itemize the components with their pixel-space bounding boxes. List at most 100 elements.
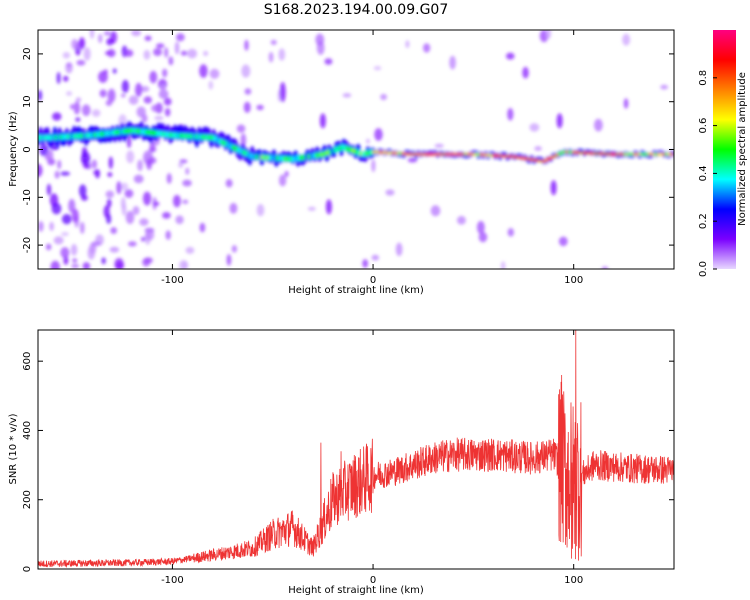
noise-blob bbox=[115, 261, 125, 269]
noise-blob bbox=[46, 183, 52, 196]
noise-blob bbox=[168, 57, 173, 62]
noise-blob bbox=[142, 191, 152, 206]
noise-blob bbox=[136, 106, 146, 118]
noise-blob bbox=[149, 70, 158, 84]
noise-blob bbox=[153, 201, 160, 206]
noise-blob bbox=[373, 66, 382, 71]
noise-blob bbox=[70, 104, 75, 110]
noise-blob bbox=[56, 72, 61, 84]
noise-blob bbox=[83, 47, 91, 61]
x-tick-label: -100 bbox=[161, 275, 184, 286]
noise-blob bbox=[60, 171, 71, 176]
noise-blob bbox=[71, 208, 79, 223]
noise-blob bbox=[71, 263, 80, 269]
noise-blob bbox=[154, 115, 164, 121]
noise-blob bbox=[38, 220, 44, 232]
ridge-peak bbox=[455, 153, 460, 156]
noise-blob bbox=[73, 101, 81, 115]
noise-blob bbox=[270, 39, 277, 45]
noise-blob bbox=[159, 84, 167, 98]
ridge-peak bbox=[592, 152, 597, 155]
noise-blob bbox=[65, 91, 73, 96]
noise-blob bbox=[199, 222, 206, 233]
noise-blob bbox=[103, 69, 108, 75]
noise-blob bbox=[231, 245, 238, 253]
ridge-peak bbox=[416, 153, 421, 156]
noise-blob bbox=[78, 184, 87, 198]
spectrogram-content bbox=[38, 30, 674, 269]
noise-blob bbox=[78, 37, 85, 49]
noise-blob bbox=[81, 194, 88, 201]
noise-blob bbox=[106, 198, 112, 208]
ridge-peak bbox=[422, 153, 427, 156]
noise-blob bbox=[505, 52, 515, 60]
noise-blob bbox=[116, 181, 122, 195]
y-tick-label: -20 bbox=[22, 237, 33, 253]
x-tick-label: 0 bbox=[370, 275, 376, 286]
x-tick-label: 100 bbox=[564, 575, 583, 586]
noise-blob bbox=[107, 49, 116, 58]
noise-blob bbox=[79, 221, 85, 234]
noise-blob bbox=[133, 174, 144, 184]
noise-blob bbox=[52, 112, 62, 121]
noise-blob bbox=[162, 212, 171, 219]
snr-ticks: -100 0 100 0 200 400 600 bbox=[22, 330, 674, 586]
noise-blob bbox=[240, 133, 247, 147]
noise-blob bbox=[87, 246, 96, 260]
noise-blob bbox=[225, 178, 233, 188]
noise-blob bbox=[109, 246, 120, 253]
snr-panel: -100 0 100 0 200 400 600 Height of straight li… bbox=[8, 329, 675, 596]
ridge-peak bbox=[551, 155, 556, 158]
ridge-peak bbox=[461, 153, 466, 156]
noise-blob bbox=[107, 88, 116, 103]
noise-blob bbox=[529, 123, 540, 132]
ridge-peak bbox=[443, 153, 448, 156]
noise-blob bbox=[91, 109, 101, 117]
noise-blob bbox=[534, 146, 542, 151]
noise-blob bbox=[145, 229, 155, 241]
ridge-peak bbox=[530, 158, 535, 161]
noise-blob bbox=[163, 97, 172, 106]
noise-blob bbox=[174, 41, 180, 55]
noise-blob bbox=[166, 173, 172, 184]
colorbar-tick-label: 0.4 bbox=[698, 165, 709, 181]
noise-blob bbox=[660, 84, 669, 90]
noise-blob bbox=[164, 107, 171, 117]
noise-blob bbox=[203, 50, 209, 57]
noise-blob bbox=[405, 40, 410, 49]
ridge-peak bbox=[548, 157, 553, 160]
noise-blob bbox=[105, 190, 115, 199]
ridge-peak bbox=[515, 156, 520, 159]
ridge-peak bbox=[491, 154, 496, 157]
noise-blob bbox=[507, 107, 514, 121]
noise-blob bbox=[143, 49, 151, 60]
ridge-peak bbox=[604, 153, 609, 155]
noise-blob bbox=[124, 49, 134, 57]
noise-blob bbox=[236, 124, 246, 133]
noise-blob bbox=[84, 163, 90, 169]
noise-blob bbox=[150, 104, 161, 112]
noise-blob bbox=[256, 203, 265, 217]
noise-blob bbox=[422, 43, 431, 53]
noise-blob bbox=[63, 75, 69, 82]
noise-blob bbox=[172, 194, 181, 208]
noise-blob bbox=[476, 220, 485, 234]
noise-blob bbox=[101, 257, 106, 265]
noise-blob bbox=[268, 51, 274, 63]
noise-blob bbox=[126, 150, 135, 164]
noise-blob bbox=[108, 156, 114, 169]
snr-x-axis-label: Height of straight line (km) bbox=[288, 585, 424, 596]
ridge-peak bbox=[425, 153, 430, 156]
noise-blob bbox=[278, 174, 287, 187]
noise-blob bbox=[153, 48, 163, 57]
noise-blob bbox=[91, 159, 98, 169]
noise-blob bbox=[120, 93, 126, 98]
noise-blob bbox=[284, 170, 289, 178]
noise-blob bbox=[178, 162, 184, 168]
snr-y-axis-label: SNR (10 * v/v) bbox=[8, 413, 19, 484]
noise-blob bbox=[112, 68, 117, 74]
noise-blob bbox=[507, 228, 515, 237]
ridge-peak bbox=[595, 152, 600, 155]
noise-blob bbox=[395, 242, 403, 257]
